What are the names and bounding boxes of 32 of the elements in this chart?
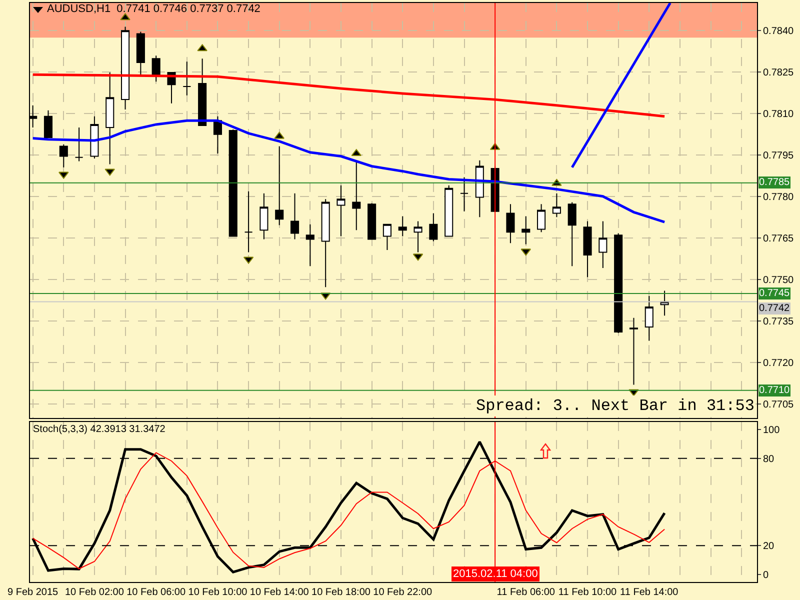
chart-title: AUDUSD,H1 0.7741 0.7746 0.7737 0.7742 <box>47 3 260 15</box>
y-tick-label: 0.7720 <box>763 358 794 370</box>
x-tick-label: 11 Feb 10:00 <box>558 587 618 598</box>
x-tick-label: 10 Feb 10:00 <box>188 587 248 598</box>
y-tick-label: 0.7765 <box>763 234 794 245</box>
chart-title: Stoch(5,3,3) 42.3913 31.3472 <box>33 424 166 435</box>
x-tick-label: 10 Feb 18:00 <box>312 587 371 598</box>
ref-line-label: 0.7745 <box>759 288 790 299</box>
ref-line-label: 0.7785 <box>759 177 790 188</box>
ref-line-label: 0.7710 <box>759 385 790 396</box>
x-tick-label: 10 Feb 02:00 <box>64 587 124 598</box>
x-tick-label: 11 Feb 06:00 <box>496 587 556 598</box>
y-tick-label: 0.7825 <box>763 68 794 79</box>
x-tick-label: 10 Feb 22:00 <box>373 587 433 598</box>
y-tick-label: 0.7750 <box>763 275 794 286</box>
y-tick-label: 20 <box>763 541 775 552</box>
y-tick-label: 100 <box>763 424 780 436</box>
x-tick-label: 10 Feb 14:00 <box>250 587 310 598</box>
x-tick-label: 10 Feb 06:00 <box>126 587 186 598</box>
y-tick-label: 80 <box>763 454 775 465</box>
y-tick-label: 0.7795 <box>763 150 794 162</box>
y-tick-label: 0.7780 <box>763 192 794 204</box>
y-tick-label: 0.7810 <box>763 109 794 120</box>
y-tick-label: 0.7840 <box>763 26 794 38</box>
annotation: Spread: 3.. Next Bar in 31:53 <box>476 397 754 415</box>
ref-line-label: 2015.02.11 04:00 <box>453 568 538 580</box>
x-tick-label: 11 Feb 14:00 <box>620 587 679 598</box>
y-tick-label: 0.7705 <box>763 400 794 411</box>
x-tick-label: 9 Feb 2015 <box>8 587 59 598</box>
y-tick-label: 0 <box>763 570 769 582</box>
y-tick-label: 0.7735 <box>763 316 794 328</box>
ref-line-label: 0.7742 <box>759 303 790 314</box>
